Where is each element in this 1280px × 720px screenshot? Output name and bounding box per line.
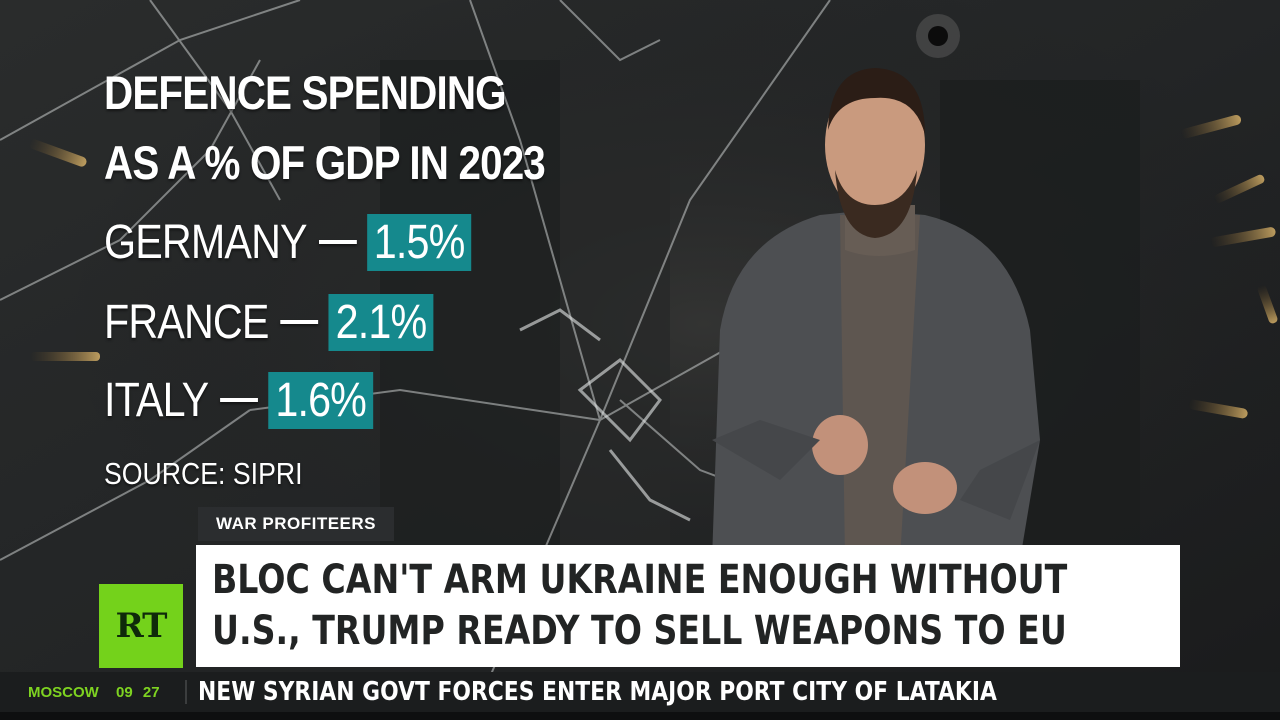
graphic-title-line-2: AS A % OF GDP IN 2023 [104, 136, 546, 189]
graphic-title-line-1: DEFENCE SPENDING [104, 66, 507, 119]
show-tag: WAR PROFITEERS [198, 507, 394, 541]
headline-line-1: BLOC CAN'T ARM UKRAINE ENOUGH WITHOUT [212, 557, 1068, 603]
dash-divider [220, 398, 259, 402]
ticker-headline: NEW SYRIAN GOVT FORCES ENTER MAJOR PORT … [198, 677, 997, 707]
logo-text: RT [115, 606, 168, 646]
headline-line-2: U.S., TRUMP READY TO SELL WEAPONS TO EU [212, 608, 1067, 654]
stat-value: 2.1% [328, 293, 434, 351]
stat-value: 1.5% [366, 213, 472, 271]
ticker-city: MOSCOW [28, 683, 99, 701]
graphic-source: SOURCE: SIPRI [104, 456, 303, 491]
stat-row-germany: GERMANY 1.5% [104, 212, 472, 272]
stat-country: FRANCE [104, 295, 269, 349]
stat-value: 1.6% [268, 371, 373, 429]
presenter-figure [712, 68, 1040, 560]
news-ticker: MOSCOW 09 27 NEW SYRIAN GOVT FORCES ENTE… [0, 672, 1280, 712]
headline-panel: BLOC CAN'T ARM UKRAINE ENOUGH WITHOUT U.… [196, 545, 1180, 667]
bottom-strip [0, 712, 1280, 720]
stat-country: GERMANY [104, 215, 308, 269]
dash-divider [318, 240, 357, 244]
stat-row-italy: ITALY 1.6% [104, 370, 373, 430]
stat-row-france: FRANCE 2.1% [104, 292, 434, 352]
ticker-divider [185, 680, 187, 704]
bullets [29, 115, 1278, 419]
crack-shards [519, 308, 691, 522]
stat-country: ITALY [104, 373, 209, 427]
dash-divider [280, 320, 319, 324]
channel-logo: RT [99, 584, 183, 668]
ticker-time: 09 27 [116, 683, 160, 701]
bullet-hole-icon [916, 14, 960, 58]
